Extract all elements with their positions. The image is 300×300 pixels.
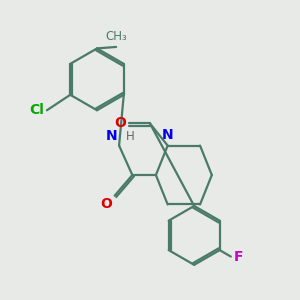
Text: N: N xyxy=(162,128,173,142)
Text: F: F xyxy=(234,250,243,264)
Text: Cl: Cl xyxy=(29,103,44,117)
Text: CH₃: CH₃ xyxy=(105,30,127,44)
Text: N: N xyxy=(106,129,118,143)
Text: O: O xyxy=(115,116,126,130)
Text: O: O xyxy=(100,197,112,211)
Text: H: H xyxy=(126,130,134,143)
